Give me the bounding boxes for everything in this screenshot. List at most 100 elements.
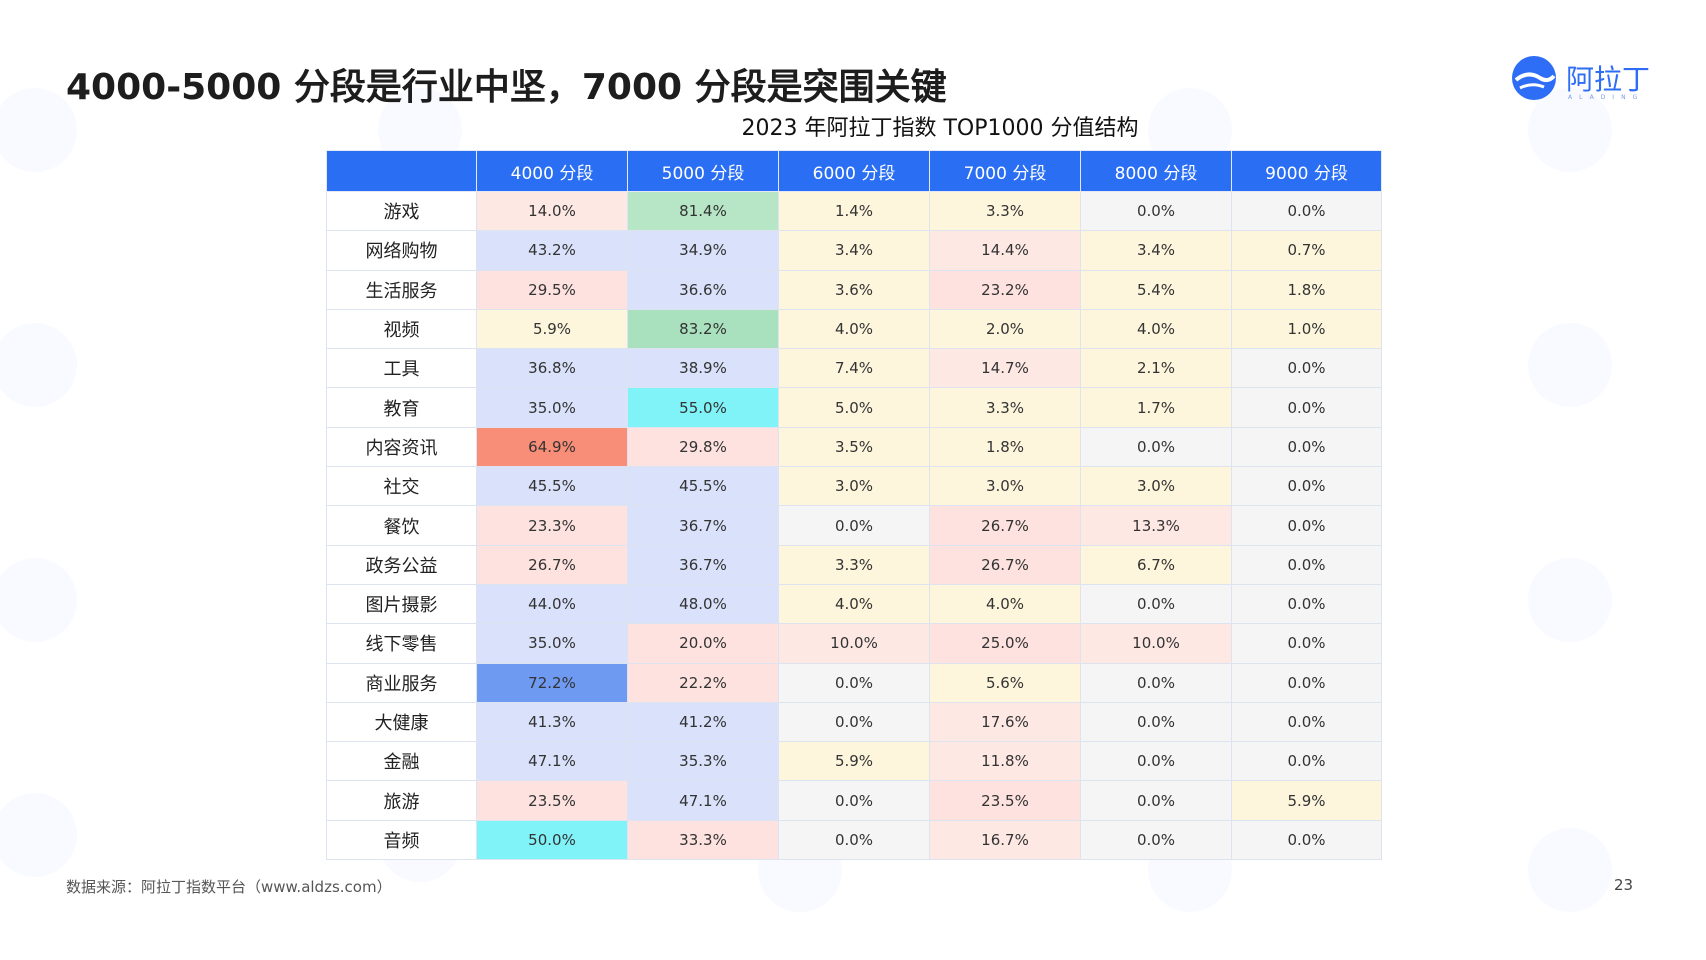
value-cell: 0.0%: [1231, 426, 1382, 468]
value-cell: 0.0%: [1080, 583, 1232, 625]
value-cell: 0.0%: [1231, 701, 1382, 743]
value-cell: 0.0%: [1231, 190, 1382, 232]
value-cell: 0.0%: [1231, 387, 1382, 428]
value-cell: 11.8%: [929, 741, 1081, 782]
row-category: 工具: [326, 348, 477, 389]
table-row: 线下零售 35.0% 20.0% 10.0% 25.0% 10.0% 0.0%: [326, 623, 1382, 664]
value-cell: 26.7%: [476, 544, 628, 585]
page-number: 23: [1614, 876, 1634, 894]
column-header: 6000 分段: [778, 150, 930, 192]
column-header: 7000 分段: [929, 150, 1081, 192]
logo-icon: [1512, 56, 1556, 100]
row-category: 教育: [326, 387, 477, 428]
value-cell: 2.1%: [1080, 348, 1232, 389]
value-cell: 50.0%: [476, 819, 628, 861]
row-category: 线下零售: [326, 623, 477, 664]
value-cell: 0.0%: [778, 662, 930, 703]
value-cell: 36.8%: [476, 348, 628, 389]
value-cell: 23.5%: [929, 780, 1081, 821]
table-row: 网络购物 43.2% 34.9% 3.4% 14.4% 3.4% 0.7%: [326, 230, 1382, 271]
value-cell: 3.4%: [778, 230, 930, 271]
column-header: 9000 分段: [1231, 150, 1382, 192]
row-category: 视频: [326, 308, 477, 350]
table-row: 政务公益 26.7% 36.7% 3.3% 26.7% 6.7% 0.0%: [326, 544, 1382, 585]
column-header: 5000 分段: [627, 150, 779, 192]
value-cell: 55.0%: [627, 387, 779, 428]
value-cell: 0.0%: [1080, 701, 1232, 743]
value-cell: 23.2%: [929, 269, 1081, 310]
value-cell: 0.0%: [778, 701, 930, 743]
table-row: 工具 36.8% 38.9% 7.4% 14.7% 2.1% 0.0%: [326, 348, 1382, 389]
value-cell: 5.4%: [1080, 269, 1232, 310]
value-cell: 3.0%: [929, 466, 1081, 507]
value-cell: 0.0%: [1080, 662, 1232, 703]
value-cell: 47.1%: [627, 780, 779, 821]
value-cell: 0.0%: [778, 780, 930, 821]
value-cell: 5.0%: [778, 387, 930, 428]
company-logo: 阿拉丁 ALADING: [1510, 54, 1650, 104]
value-cell: 1.8%: [929, 426, 1081, 468]
value-cell: 5.6%: [929, 662, 1081, 703]
table-row: 视频 5.9% 83.2% 4.0% 2.0% 4.0% 1.0%: [326, 308, 1382, 350]
data-source-note: 数据来源：阿拉丁指数平台（www.aldzs.com）: [66, 878, 392, 896]
value-cell: 34.9%: [627, 230, 779, 271]
row-category: 内容资讯: [326, 426, 477, 468]
value-cell: 7.4%: [778, 348, 930, 389]
row-category: 金融: [326, 741, 477, 782]
row-category: 大健康: [326, 701, 477, 743]
row-category: 餐饮: [326, 505, 477, 546]
value-cell: 0.0%: [1231, 623, 1382, 664]
slide-title: 4000-5000 分段是行业中坚，7000 分段是突围关键: [66, 67, 947, 108]
value-cell: 36.6%: [627, 269, 779, 310]
value-cell: 5.9%: [778, 741, 930, 782]
table-row: 音频 50.0% 33.3% 0.0% 16.7% 0.0% 0.0%: [326, 819, 1382, 861]
value-cell: 0.0%: [1080, 426, 1232, 468]
value-cell: 20.0%: [627, 623, 779, 664]
value-cell: 5.9%: [1231, 780, 1382, 821]
row-category: 游戏: [326, 190, 477, 232]
value-cell: 0.0%: [1231, 466, 1382, 507]
value-cell: 44.0%: [476, 583, 628, 625]
value-cell: 3.0%: [778, 466, 930, 507]
row-category: 社交: [326, 466, 477, 507]
table-row: 生活服务 29.5% 36.6% 3.6% 23.2% 5.4% 1.8%: [326, 269, 1382, 310]
value-cell: 3.3%: [929, 190, 1081, 232]
value-cell: 3.0%: [1080, 466, 1232, 507]
table-row: 金融 47.1% 35.3% 5.9% 11.8% 0.0% 0.0%: [326, 741, 1382, 782]
value-cell: 0.7%: [1231, 230, 1382, 271]
value-cell: 41.2%: [627, 701, 779, 743]
value-cell: 36.7%: [627, 505, 779, 546]
value-cell: 4.0%: [929, 583, 1081, 625]
value-cell: 10.0%: [1080, 623, 1232, 664]
row-category: 生活服务: [326, 269, 477, 310]
value-cell: 13.3%: [1080, 505, 1232, 546]
value-cell: 14.7%: [929, 348, 1081, 389]
value-cell: 0.0%: [1231, 662, 1382, 703]
value-cell: 0.0%: [1231, 544, 1382, 585]
column-header: 8000 分段: [1080, 150, 1232, 192]
value-cell: 0.0%: [1080, 819, 1232, 861]
value-cell: 14.4%: [929, 230, 1081, 271]
value-cell: 3.3%: [778, 544, 930, 585]
table-row: 旅游 23.5% 47.1% 0.0% 23.5% 0.0% 5.9%: [326, 780, 1382, 821]
value-cell: 35.0%: [476, 623, 628, 664]
value-cell: 45.5%: [627, 466, 779, 507]
value-cell: 23.3%: [476, 505, 628, 546]
value-cell: 38.9%: [627, 348, 779, 389]
value-cell: 0.0%: [1231, 348, 1382, 389]
value-cell: 25.0%: [929, 623, 1081, 664]
score-structure-table: 4000 分段 5000 分段 6000 分段 7000 分段 8000 分段 9000 …: [326, 150, 1382, 861]
value-cell: 0.0%: [1080, 190, 1232, 232]
value-cell: 3.5%: [778, 426, 930, 468]
row-category: 音频: [326, 819, 477, 861]
value-cell: 0.0%: [1080, 741, 1232, 782]
value-cell: 1.0%: [1231, 308, 1382, 350]
value-cell: 43.2%: [476, 230, 628, 271]
value-cell: 17.6%: [929, 701, 1081, 743]
value-cell: 81.4%: [627, 190, 779, 232]
value-cell: 41.3%: [476, 701, 628, 743]
value-cell: 3.4%: [1080, 230, 1232, 271]
value-cell: 1.4%: [778, 190, 930, 232]
row-category: 商业服务: [326, 662, 477, 703]
value-cell: 1.8%: [1231, 269, 1382, 310]
